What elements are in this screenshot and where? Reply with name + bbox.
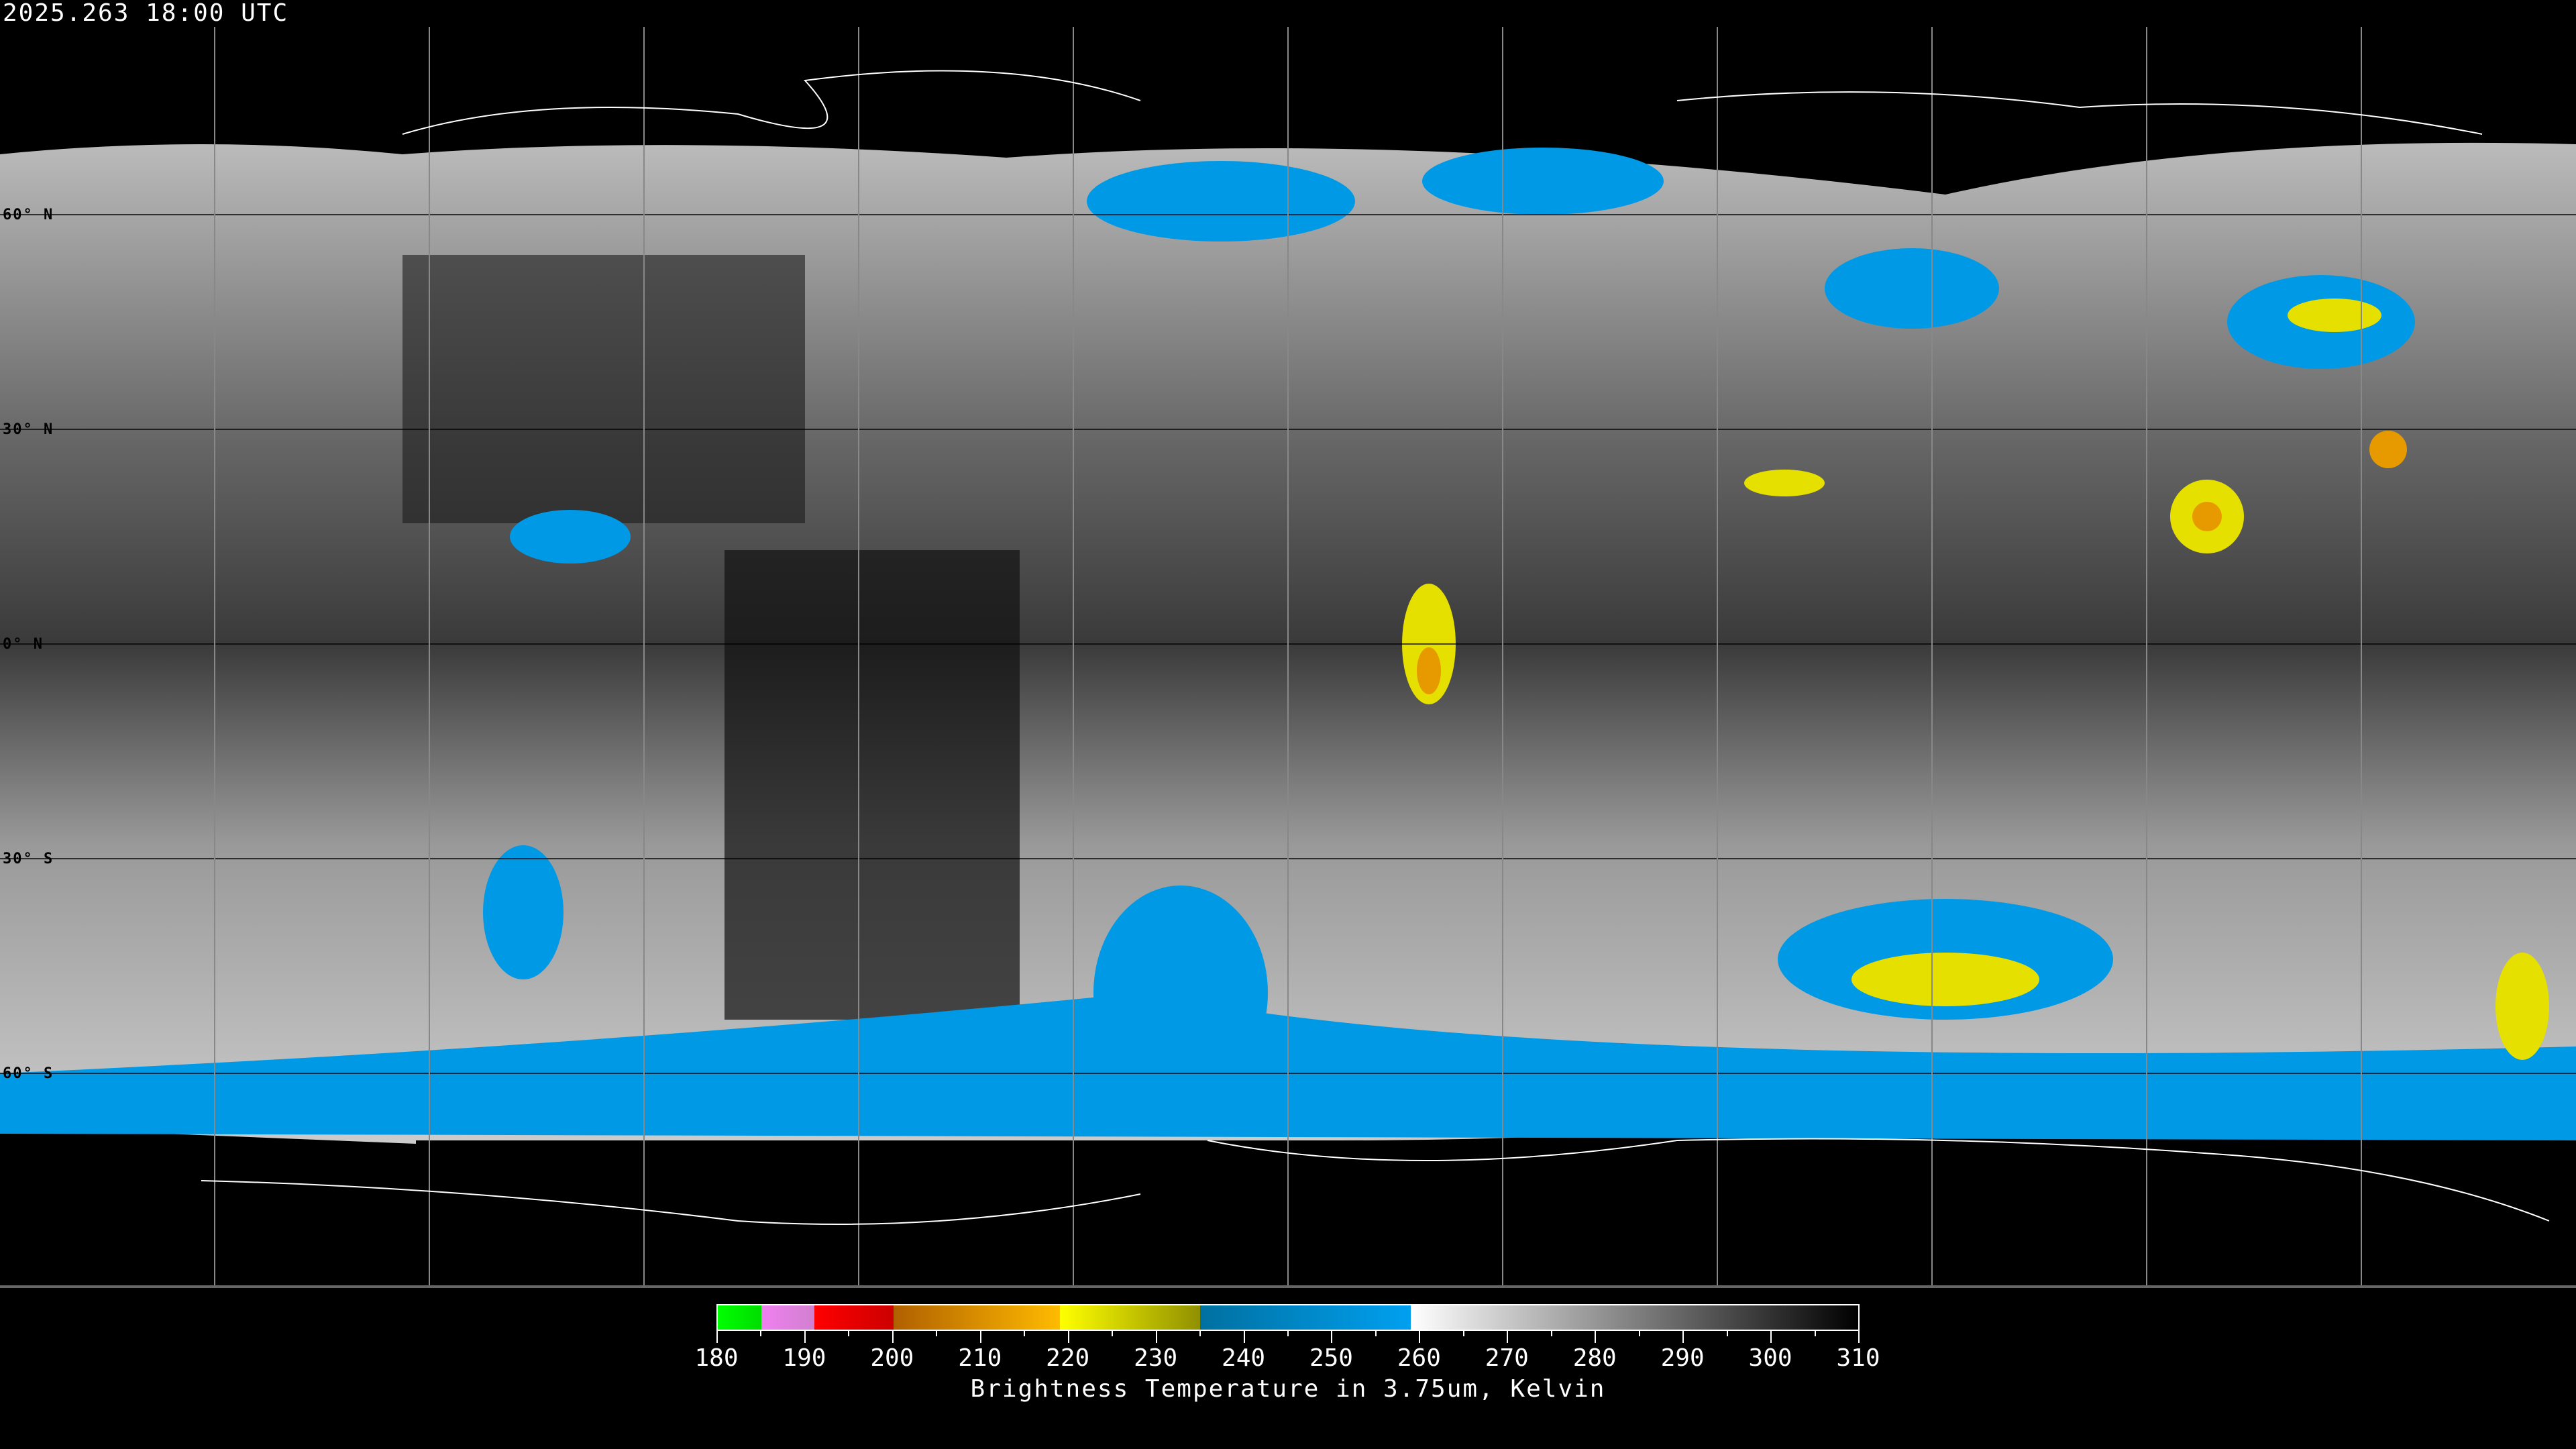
colorbar-tick — [1287, 1331, 1289, 1336]
colorbar-tick — [1243, 1331, 1245, 1343]
map-bottom-border — [0, 1285, 2576, 1288]
colorbar-tick — [1858, 1331, 1860, 1343]
lat-label-60n: 60° N — [3, 207, 54, 223]
colorbar-tick-label: 190 — [782, 1344, 826, 1372]
colorbar-tick — [1024, 1331, 1026, 1336]
colorbar-segment — [893, 1305, 1060, 1330]
colorbar-tick-label: 270 — [1485, 1344, 1529, 1372]
graticule-meridians — [214, 27, 2362, 1288]
colorbar-tick — [1638, 1331, 1640, 1336]
colorbar-tick — [1155, 1331, 1157, 1343]
lat-label-60s: 60° S — [3, 1065, 54, 1082]
lat-label-30n: 30° N — [3, 421, 54, 438]
colorbar-tick — [848, 1331, 850, 1336]
colorbar-tick — [936, 1331, 938, 1336]
colorbar-tick-label: 280 — [1572, 1344, 1617, 1372]
colorbar-tick-label: 310 — [1836, 1344, 1880, 1372]
coastlines — [201, 70, 2550, 1225]
colorbar-tick-label: 250 — [1309, 1344, 1353, 1372]
colorbar-tick — [1507, 1331, 1509, 1343]
colorbar-tick — [1770, 1331, 1772, 1343]
colorbar-tick — [1112, 1331, 1114, 1336]
hot-cores — [1417, 431, 2407, 694]
colorbar-tick — [716, 1331, 718, 1343]
colorbar-tick — [1419, 1331, 1421, 1343]
colorbar-tick — [1067, 1331, 1069, 1343]
colorbar-tick-label: 260 — [1397, 1344, 1441, 1372]
colorbar-segment — [761, 1305, 814, 1330]
colorbar-tick-label: 240 — [1222, 1344, 1266, 1372]
north-america-dark — [402, 255, 805, 523]
lat-label-0n: 0° N — [3, 636, 44, 653]
colorbar-tick — [1462, 1331, 1464, 1336]
colorbar-segment — [1200, 1305, 1411, 1330]
lat-label-30s: 30° S — [3, 851, 54, 867]
south-america-dark — [724, 550, 1020, 1020]
colorbar-tick-label: 300 — [1748, 1344, 1792, 1372]
colorbar-segment — [718, 1305, 762, 1330]
colorbar-tick — [1199, 1331, 1201, 1336]
colorbar-tick-label: 180 — [694, 1344, 739, 1372]
colorbar-tick-label: 200 — [870, 1344, 914, 1372]
colorbar-segment — [814, 1305, 894, 1330]
colorbar-tick-label: 290 — [1660, 1344, 1705, 1372]
colorbar-title: Brightness Temperature in 3.75um, Kelvin — [970, 1375, 1606, 1403]
satellite-map: 2025.263 18:00 UTC 60° N 30° N 0° N 30° … — [0, 0, 2576, 1288]
colorbar-tick-label: 230 — [1134, 1344, 1178, 1372]
colorbar-segment — [1060, 1305, 1201, 1330]
map-imagery — [0, 27, 2576, 1288]
colorbar-tick — [1726, 1331, 1728, 1336]
colorbar-tick — [1331, 1331, 1333, 1343]
timestamp-label: 2025.263 18:00 UTC — [3, 0, 289, 27]
colorbar-tick — [1595, 1331, 1597, 1343]
colorbar-tick-label: 220 — [1046, 1344, 1090, 1372]
colorbar — [716, 1304, 1860, 1331]
colorbar-tick — [1682, 1331, 1684, 1343]
colorbar-tick — [1375, 1331, 1377, 1336]
colorbar-tick — [979, 1331, 981, 1343]
colorbar-tick — [892, 1331, 894, 1343]
colorbar-tick — [804, 1331, 806, 1343]
colorbar-tick — [1550, 1331, 1552, 1336]
convective-cores — [1402, 299, 2549, 1060]
colorbar-tick — [1814, 1331, 1816, 1336]
colorbar-tick-label: 210 — [958, 1344, 1002, 1372]
colorbar-tick — [760, 1331, 762, 1336]
colorbar-segment — [1411, 1305, 1858, 1330]
